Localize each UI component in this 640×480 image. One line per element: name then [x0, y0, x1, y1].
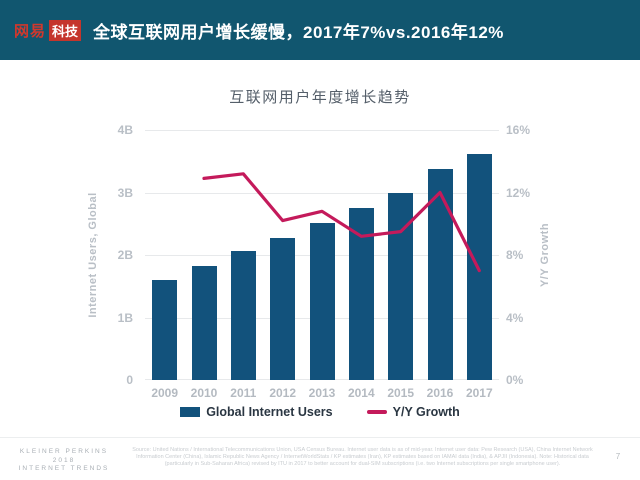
x-axis-label: 2012 [269, 386, 297, 400]
brand-line-1: KLEINER PERKINS [19, 448, 109, 455]
slide-title: 全球互联网用户增长缓慢，2017年7%vs.2016年12% [93, 22, 504, 42]
left-axis-tick: 3B [117, 185, 133, 200]
right-axis-tick: 12% [506, 185, 531, 200]
logo-brand-text: 网易 [14, 22, 47, 40]
left-axis-tick: 1B [117, 310, 133, 325]
right-axis-tick: 16% [506, 123, 531, 137]
right-axis-tick: 0% [506, 373, 524, 387]
legend-line-swatch-icon [366, 410, 387, 414]
gridline [145, 130, 499, 131]
legend-item-bars: Global Internet Users [180, 405, 333, 419]
x-axis-label: 2014 [347, 386, 375, 400]
x-axis-label: 2010 [190, 386, 218, 400]
page-number: 7 [615, 452, 621, 461]
right-axis-tick: 8% [506, 248, 524, 262]
left-axis-tick: 4B [117, 123, 133, 137]
legend-line-label: Y/Y Growth [392, 405, 460, 419]
gridline [145, 192, 499, 194]
bar-2010 [191, 265, 217, 380]
x-axis-label: 2015 [387, 386, 415, 400]
footer-divider [0, 437, 640, 438]
bar-2017 [466, 153, 492, 381]
legend-bar-label: Global Internet Users [206, 405, 333, 419]
bar-2011 [230, 251, 256, 381]
chart-title: 互联网用户年度增长趋势 [229, 89, 411, 106]
yy-growth-line [202, 172, 481, 273]
chart-legend: Global Internet Users Y/Y Growth [0, 405, 640, 419]
x-axis-label: 2013 [308, 386, 336, 400]
x-axis-label: 2011 [230, 386, 257, 400]
netease-tech-logo: 网易 科技 [14, 19, 82, 41]
x-axis-label: 2017 [465, 386, 493, 400]
brand-line-3: INTERNET TRENDS [18, 465, 110, 472]
x-axis-label: 2009 [151, 386, 179, 400]
brand-line-2: 2018 [52, 456, 76, 464]
bar-2016 [427, 168, 453, 381]
logo-sub-badge: 科技 [49, 19, 82, 41]
x-axis-label: 2016 [426, 386, 454, 400]
left-axis-tick: 0 [126, 373, 133, 387]
bar-2013 [309, 223, 335, 380]
kleiner-perkins-brand: KLEINER PERKINS 2018 INTERNET TRENDS [0, 448, 128, 474]
header-band: 网易 科技 全球互联网用户增长缓慢，2017年7%vs.2016年12% [0, 0, 640, 60]
bar-2012 [270, 238, 296, 380]
legend-bar-swatch-icon [180, 407, 201, 417]
right-axis-tick: 4% [506, 310, 524, 325]
source-footnote: Source: United Nations / International T… [132, 447, 593, 467]
left-axis-tick: 2B [117, 248, 133, 262]
bar-2009 [152, 280, 178, 380]
legend-item-line: Y/Y Growth [366, 405, 460, 419]
